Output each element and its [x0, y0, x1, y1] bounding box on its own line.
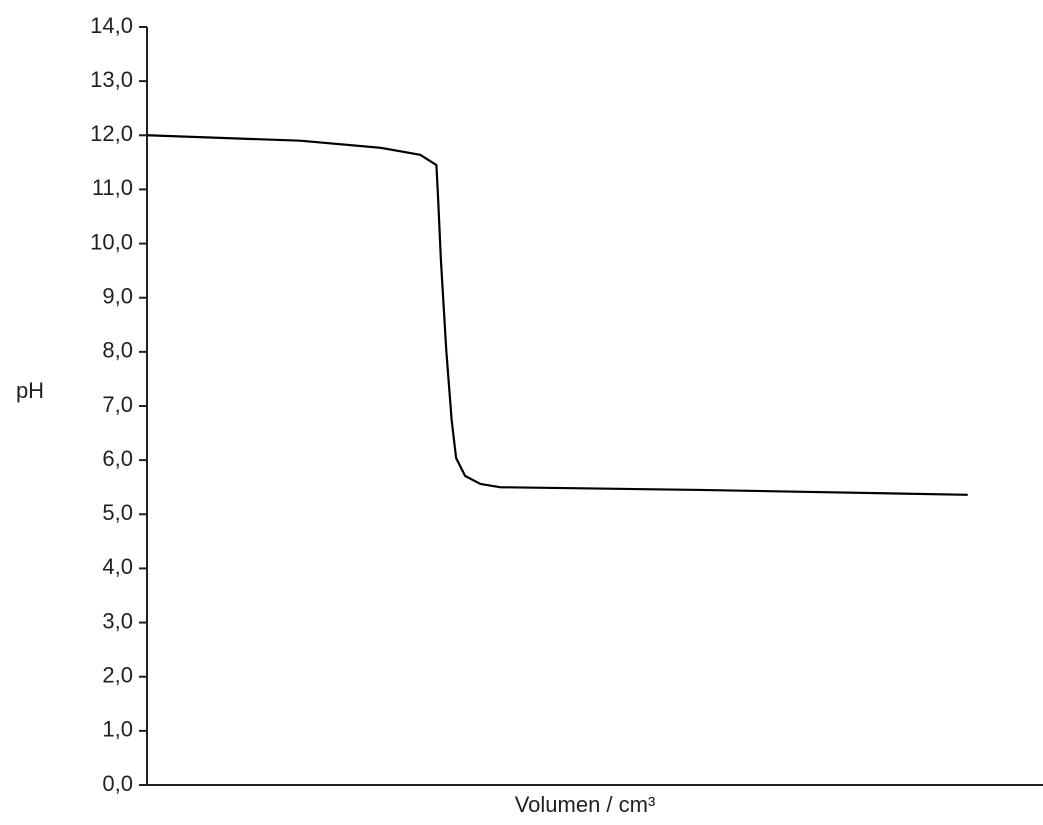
y-tick-label: 6,0	[102, 446, 133, 471]
x-axis-label: Volumen / cm³	[515, 792, 656, 817]
y-tick-label: 12,0	[90, 121, 133, 146]
y-tick-label: 7,0	[102, 392, 133, 417]
y-tick-label: 0,0	[102, 771, 133, 796]
y-tick-label: 13,0	[90, 67, 133, 92]
y-tick-label: 3,0	[102, 608, 133, 633]
y-tick-label: 5,0	[102, 500, 133, 525]
y-tick-label: 9,0	[102, 284, 133, 309]
y-axis-label: pH	[16, 378, 44, 403]
y-tick-label: 10,0	[90, 229, 133, 254]
y-tick-label: 2,0	[102, 663, 133, 688]
y-tick-label: 4,0	[102, 554, 133, 579]
y-tick-label: 11,0	[92, 175, 133, 200]
y-tick-label: 14,0	[90, 13, 133, 38]
y-tick-label: 1,0	[102, 717, 133, 742]
ph-curve	[146, 134, 968, 496]
y-tick-label: 8,0	[102, 338, 133, 363]
